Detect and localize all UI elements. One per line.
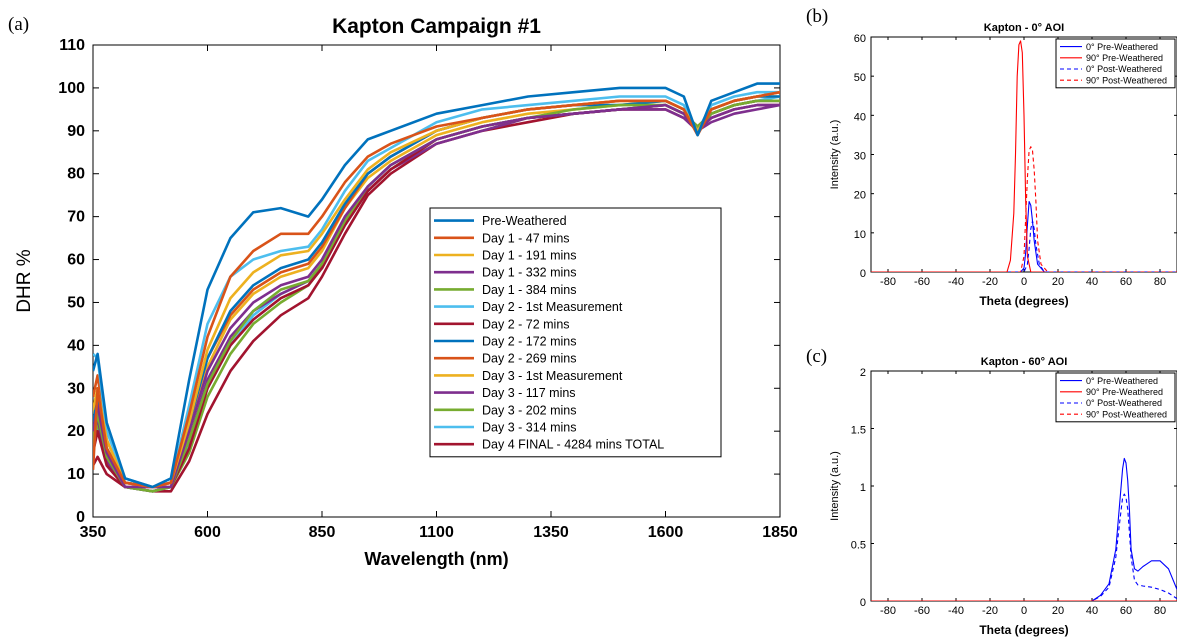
legend-entry: Day 1 - 47 mins	[482, 231, 570, 245]
y-tick-label: 2	[860, 367, 866, 379]
chart-a: Kapton Campaign #1350 600 850 1100 1350 1600 1…	[14, 15, 798, 569]
series-line-c-0	[871, 457, 1177, 601]
legend-entry: 90° Post-Weathered	[1086, 409, 1167, 419]
legend-entry: Day 1 - 384 mins	[482, 283, 576, 297]
legend-entry: Day 1 - 191 mins	[482, 249, 576, 263]
legend-entry: Day 3 - 202 mins	[482, 403, 576, 417]
legend-entry: Pre-Weathered	[482, 214, 567, 228]
x-axis-label-a: Wavelength (nm)	[364, 549, 508, 569]
y-tick-label: 70	[67, 209, 85, 226]
legend-entry: 0° Pre-Weathered	[1086, 42, 1158, 52]
x-tick-label: 40	[1086, 605, 1098, 617]
y-tick-label: 50	[854, 72, 866, 84]
y-tick-label: 20	[67, 423, 85, 440]
x-tick-label: -20	[982, 276, 998, 288]
x-tick-label: -80	[880, 605, 896, 617]
y-tick-label: 30	[67, 380, 85, 397]
x-tick-label: 1100	[419, 524, 454, 541]
y-tick-label: 100	[58, 80, 85, 97]
y-tick-label: 50	[67, 294, 85, 311]
x-tick-label: 80	[1154, 276, 1166, 288]
legend-entry: 90° Pre-Weathered	[1086, 387, 1163, 397]
legend-entry: Day 3 - 1st Measurement	[482, 369, 623, 383]
series-group-c	[871, 457, 1177, 601]
y-tick-label: 0	[860, 597, 866, 609]
x-tick-label: 600	[194, 524, 221, 541]
x-tick-label: -40	[948, 605, 964, 617]
y-tick-label: 0	[76, 509, 85, 526]
x-tick-label: 60	[1120, 605, 1132, 617]
x-tick-label: -40	[948, 276, 964, 288]
series-line-a-0	[93, 82, 780, 489]
y-tick-label: 0.5	[851, 540, 866, 552]
x-tick-label: 0	[1021, 276, 1027, 288]
x-tick-label: -60	[914, 605, 930, 617]
x-tick-label: 40	[1086, 276, 1098, 288]
x-tick-label: -20	[982, 605, 998, 617]
chart-title-b: Kapton - 0° AOI	[984, 22, 1064, 34]
x-tick-label: 350	[80, 524, 107, 541]
x-tick-label: -80	[880, 276, 896, 288]
y-tick-label: 1.5	[851, 425, 866, 437]
series-group-a	[93, 82, 780, 493]
y-axis-label-a: DHR %	[14, 249, 35, 312]
x-tick-label: 20	[1052, 605, 1064, 617]
x-tick-label: 80	[1154, 605, 1166, 617]
chart-c: Kapton - 60° AOI -80 -60 -40 -20 0 20 40 60 80 0 0.…	[829, 356, 1177, 637]
panel-label-c: (c)	[806, 346, 827, 367]
panel-label-a: (a)	[8, 14, 29, 35]
y-tick-label: 10	[67, 466, 85, 483]
y-tick-label: 20	[854, 190, 866, 202]
legend-entry: 0° Pre-Weathered	[1086, 376, 1158, 386]
legend-entry: Day 2 - 172 mins	[482, 335, 576, 349]
legend-box-a	[429, 207, 722, 458]
legend-entry: 90° Pre-Weathered	[1086, 53, 1163, 63]
x-axis-label-c: Theta (degrees)	[979, 623, 1068, 637]
x-tick-label: 850	[309, 524, 336, 541]
series-line-b-2	[871, 220, 1177, 272]
legend-entry: 90° Post-Weathered	[1086, 75, 1167, 85]
series-line-b-1	[871, 40, 1177, 272]
series-group-b	[871, 40, 1177, 272]
x-tick-label: 1600	[648, 524, 684, 541]
chart-b: Kapton - 0° AOI -80 -60 -40 -20 0 20 40 60 80 0 10 2…	[829, 22, 1177, 308]
y-tick-label: 10	[854, 229, 866, 241]
y-tick-label: 80	[67, 166, 85, 183]
chart-title-a: Kapton Campaign #1	[332, 15, 541, 38]
y-tick-label: 110	[59, 37, 85, 54]
x-tick-label: 0	[1021, 605, 1027, 617]
y-axis-label-c: Intensity (a.u.)	[829, 451, 841, 521]
y-tick-label: 40	[854, 111, 866, 123]
legend-entry: Day 2 - 72 mins	[482, 317, 570, 331]
x-tick-label: -60	[914, 276, 930, 288]
y-axis-label-b: Intensity (a.u.)	[829, 120, 841, 190]
x-tick-label: 60	[1120, 276, 1132, 288]
chart-title-c: Kapton - 60° AOI	[981, 356, 1068, 368]
panel-label-b: (b)	[806, 6, 828, 27]
x-tick-label: 1850	[762, 524, 798, 541]
legend-entry: Day 3 - 117 mins	[482, 386, 576, 400]
y-tick-label: 90	[67, 123, 85, 140]
legend-entry: Day 3 - 314 mins	[482, 421, 576, 435]
y-tick-label: 0	[860, 268, 866, 280]
legend-entry: Day 2 - 1st Measurement	[482, 300, 623, 314]
x-tick-label: 1350	[533, 524, 569, 541]
series-line-b-0	[871, 200, 1177, 272]
legend-entry: 0° Post-Weathered	[1086, 64, 1162, 74]
y-tick-label: 40	[67, 337, 85, 354]
series-line-c-2	[871, 493, 1177, 601]
y-tick-label: 60	[67, 252, 85, 269]
legend-entry: Day 1 - 332 mins	[482, 266, 576, 280]
legend-entry: Day 2 - 269 mins	[482, 352, 576, 366]
x-tick-label: 20	[1052, 276, 1064, 288]
x-axis-label-b: Theta (degrees)	[979, 294, 1068, 308]
legend-entry: 0° Post-Weathered	[1086, 398, 1162, 408]
y-tick-label: 60	[854, 33, 866, 45]
series-line-a-1	[93, 90, 780, 489]
legend-entry: Day 4 FINAL - 4284 mins TOTAL	[482, 438, 664, 452]
y-tick-label: 30	[854, 151, 866, 163]
y-tick-label: 1	[860, 482, 866, 494]
